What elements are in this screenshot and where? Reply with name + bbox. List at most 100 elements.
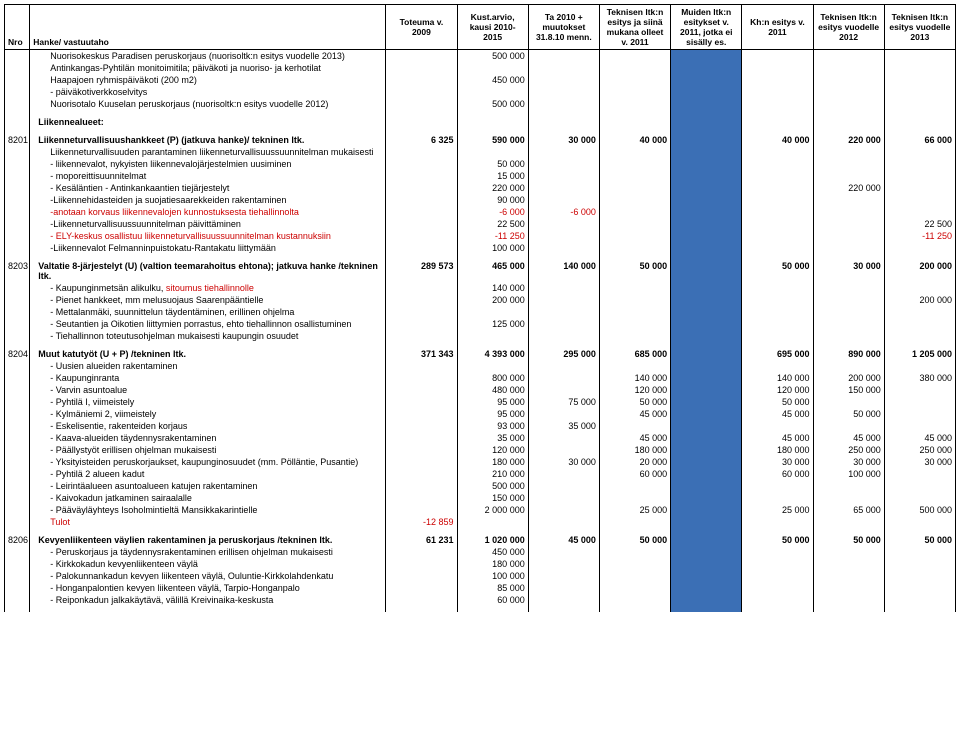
cell-value <box>599 492 670 504</box>
cell-value: 800 000 <box>457 372 528 384</box>
cell-value <box>742 170 813 182</box>
cell-value <box>671 534 742 546</box>
cell-value <box>671 158 742 170</box>
cell-value: 93 000 <box>457 420 528 432</box>
cell-value <box>884 74 955 86</box>
cell-value: -11 250 <box>884 230 955 242</box>
cell-value: 695 000 <box>742 348 813 360</box>
cell-value <box>528 492 599 504</box>
cell-value <box>884 468 955 480</box>
cell-nro <box>5 330 30 342</box>
cell-value: 30 000 <box>884 456 955 468</box>
cell-value <box>386 206 457 218</box>
cell-value: 200 000 <box>884 260 955 282</box>
cell-desc: Valtatie 8-järjestelyt (U) (valtion teem… <box>30 260 386 282</box>
cell-desc: Kevyenliikenteen väylien rakentaminen ja… <box>30 534 386 546</box>
cell-value <box>742 116 813 128</box>
cell-value <box>386 282 457 294</box>
cell-value <box>742 360 813 372</box>
cell-desc: Muut katutyöt (U + P) /tekninen ltk. <box>30 348 386 360</box>
cell-desc: - Kirkkokadun kevyenliikenteen väylä <box>30 558 386 570</box>
cell-value <box>671 516 742 528</box>
cell-value <box>813 242 884 254</box>
cell-value: 45 000 <box>884 432 955 444</box>
cell-desc: - Yksityisteiden peruskorjaukset, kaupun… <box>30 456 386 468</box>
cell-value <box>599 330 670 342</box>
cell-value <box>813 396 884 408</box>
table-row: - Pääväyläyhteys Isoholmintieltä Mansikk… <box>5 504 956 516</box>
cell-value: 120 000 <box>742 384 813 396</box>
cell-value <box>884 50 955 63</box>
cell-value <box>528 230 599 242</box>
cell-value: 200 000 <box>884 294 955 306</box>
cell-value <box>884 116 955 128</box>
cell-value <box>742 570 813 582</box>
cell-value <box>528 444 599 456</box>
cell-value <box>813 516 884 528</box>
cell-value <box>813 594 884 606</box>
cell-value: 1 020 000 <box>457 534 528 546</box>
cell-value <box>742 306 813 318</box>
cell-value: 45 000 <box>742 432 813 444</box>
cell-value <box>528 294 599 306</box>
cell-value: 685 000 <box>599 348 670 360</box>
cell-value: 22 500 <box>457 218 528 230</box>
cell-nro <box>5 420 30 432</box>
cell-value: 85 000 <box>457 582 528 594</box>
cell-value <box>671 558 742 570</box>
cell-value <box>386 444 457 456</box>
cell-value: 200 000 <box>457 294 528 306</box>
cell-value: 6 325 <box>386 134 457 146</box>
cell-desc: -Liikenneturvallisuussuunnitelman päivit… <box>30 218 386 230</box>
table-row: - Leirintäalueen asuntoalueen katujen ra… <box>5 480 956 492</box>
table-row: - Kesäläntien - Antinkankaantien tiejärj… <box>5 182 956 194</box>
cell-value <box>813 558 884 570</box>
cell-value <box>813 116 884 128</box>
table-row: - Pienet hankkeet, mm melusuojaus Saaren… <box>5 294 956 306</box>
cell-value <box>671 146 742 158</box>
cell-value: 140 000 <box>528 260 599 282</box>
table-row: - Honganpalontien kevyen liikenteen väyl… <box>5 582 956 594</box>
table-row: Antinkangas-Pyhtilän monitoimitila; päiv… <box>5 62 956 74</box>
cell-value <box>671 218 742 230</box>
cell-value <box>884 282 955 294</box>
cell-desc: Liikennealueet: <box>30 116 386 128</box>
cell-value: 380 000 <box>884 372 955 384</box>
cell-value <box>671 98 742 110</box>
table-row: - Päällystyöt erillisen ohjelman mukaise… <box>5 444 956 456</box>
cell-value: 150 000 <box>813 384 884 396</box>
cell-value: 95 000 <box>457 408 528 420</box>
cell-value <box>742 242 813 254</box>
cell-value <box>813 170 884 182</box>
cell-value <box>599 170 670 182</box>
cell-value <box>599 50 670 63</box>
cell-value <box>599 206 670 218</box>
cell-value <box>386 158 457 170</box>
cell-value <box>742 330 813 342</box>
cell-value <box>671 384 742 396</box>
cell-value <box>528 218 599 230</box>
cell-value: 30 000 <box>528 134 599 146</box>
cell-desc: - päiväkotiverkkoselvitys <box>30 86 386 98</box>
cell-nro: 8204 <box>5 348 30 360</box>
cell-value <box>742 158 813 170</box>
cell-nro <box>5 50 30 63</box>
cell-nro <box>5 372 30 384</box>
cell-desc: - Pyhtilä I, viimeistely <box>30 396 386 408</box>
cell-value <box>528 516 599 528</box>
cell-nro <box>5 306 30 318</box>
cell-desc: Liikenneturvallisuushankkeet (P) (jatkuv… <box>30 134 386 146</box>
cell-value <box>671 468 742 480</box>
cell-value: 25 000 <box>742 504 813 516</box>
cell-value <box>386 86 457 98</box>
table-row: 8204Muut katutyöt (U + P) /tekninen ltk.… <box>5 348 956 360</box>
table-row: Liikenneturvallisuuden parantaminen liik… <box>5 146 956 158</box>
cell-value <box>671 170 742 182</box>
header-ta2010: Ta 2010 + muutokset 31.8.10 menn. <box>528 5 599 50</box>
cell-value <box>884 242 955 254</box>
table-row: - Palokunnankadun kevyen liikenteen väyl… <box>5 570 956 582</box>
table-row: - Varvin asuntoalue480 000120 000120 000… <box>5 384 956 396</box>
cell-value <box>671 420 742 432</box>
cell-desc: - ELY-keskus osallistuu liikenneturvalli… <box>30 230 386 242</box>
cell-desc: - Pyhtilä 2 alueen kadut <box>30 468 386 480</box>
